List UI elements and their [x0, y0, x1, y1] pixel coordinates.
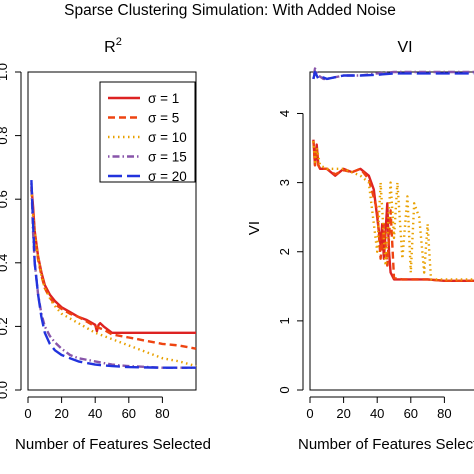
vi-series-line-3: [312, 141, 474, 281]
r2-x-tick-label: 40: [88, 406, 102, 421]
vi-panel: VI 0 20 40 60 80 0 1 2 3 4 VI Number of Features …: [246, 39, 474, 453]
r2-plot-area: 0 20 40 60 80 0.0 0.2 0.4 0.6 0.8 1.0 σ = 1 σ = 5 σ =…: [0, 63, 197, 421]
legend-label: σ = 10: [148, 130, 187, 145]
vi-x-tick-label: 40: [370, 406, 384, 421]
r2-series-line-3: [30, 189, 197, 368]
vi-series-line-5: [312, 70, 474, 81]
vi-series-line-4: [312, 67, 474, 81]
r2-x-tick-label: 20: [54, 406, 68, 421]
vi-y-tick-label: 3: [277, 179, 292, 186]
legend-label: σ = 1: [148, 91, 179, 106]
vi-x-tick-label: 60: [404, 406, 418, 421]
r2-x-axis-label: Number of Features Selected: [15, 436, 211, 453]
r2-series-line-5: [30, 180, 196, 369]
vi-y-tick-label: 4: [277, 110, 292, 117]
r2-y-tick-label: 0.0: [0, 381, 10, 399]
vi-plot-area: 0 20 40 60 80 0 1 2 3 4: [277, 67, 474, 421]
vi-y-tick-label: 1: [277, 317, 292, 324]
r2-series-line-2: [30, 189, 197, 350]
r2-plot-frame: [27, 71, 197, 391]
r2-panel-title: R2: [104, 36, 122, 56]
r2-y-tick-label: 0.2: [0, 317, 10, 335]
vi-y-tick-label: 2: [277, 248, 292, 255]
r2-title-main: R: [104, 39, 116, 56]
vi-y-axis-label: VI: [246, 221, 263, 235]
legend-label: σ = 15: [148, 150, 187, 165]
figure-title: Sparse Clustering Simulation: With Added…: [64, 2, 396, 19]
vi-series-line-2: [312, 141, 474, 282]
vi-y-tick-label: 0: [277, 386, 292, 393]
r2-y-tick-label: 0.4: [0, 254, 10, 272]
r2-x-tick-label: 80: [155, 406, 169, 421]
r2-y-tick-label: 1.0: [0, 63, 10, 81]
vi-series-line-1: [312, 139, 474, 282]
vi-x-axis-label: Number of Features Selected: [298, 436, 474, 453]
r2-y-tick-label: 0.6: [0, 190, 10, 208]
vi-x-tick-label: 20: [336, 406, 350, 421]
r2-title-superscript: 2: [116, 36, 122, 48]
r2-y-tick-label: 0.8: [0, 127, 10, 145]
r2-series-line-1: [30, 186, 196, 334]
r2-x-tick-label: 0: [24, 406, 31, 421]
r2-panel: R2 0 20 40 60 80 0.0 0.2 0.4 0.6 0.8 1.0 σ = 1 σ = 5…: [0, 36, 211, 453]
vi-x-tick-label: 0: [306, 406, 313, 421]
vi-x-tick-label: 80: [437, 406, 451, 421]
legend-label: σ = 20: [148, 169, 187, 184]
r2-x-tick-label: 60: [122, 406, 136, 421]
legend-label: σ = 5: [148, 111, 179, 126]
vi-panel-title: VI: [397, 39, 412, 56]
r2-series-line-4: [30, 183, 196, 369]
